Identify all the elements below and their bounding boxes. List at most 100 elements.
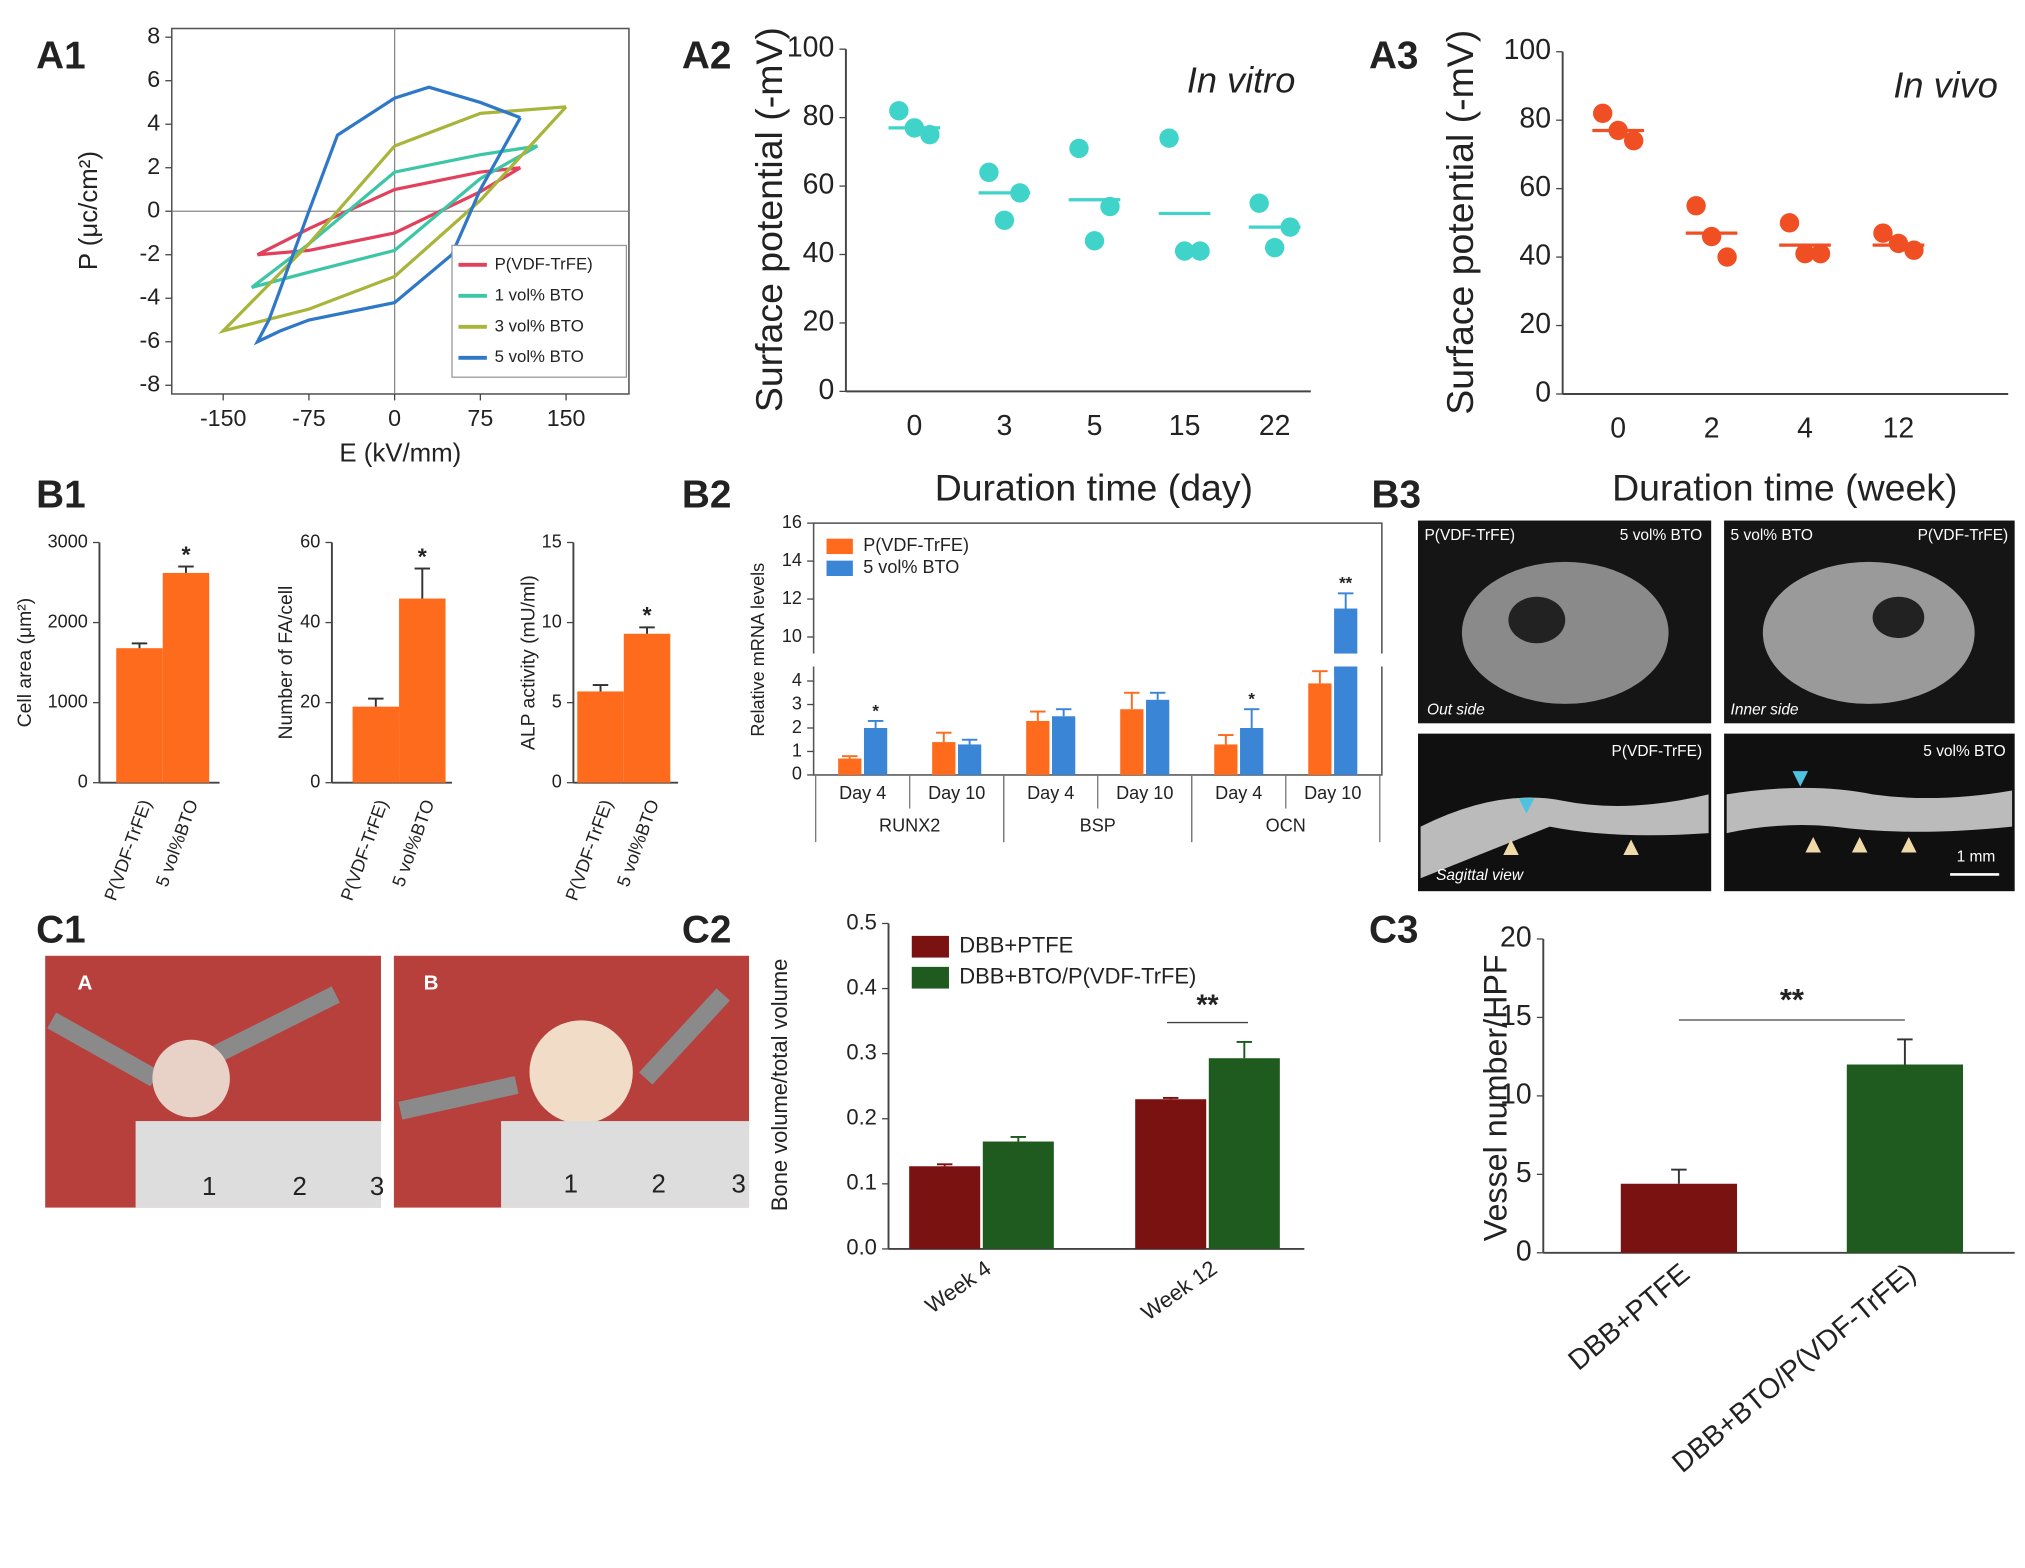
dot xyxy=(1701,226,1722,247)
bar xyxy=(1620,1183,1738,1253)
bar xyxy=(577,691,624,783)
x-tick-label: Day 10 xyxy=(1304,783,1361,803)
dot xyxy=(1159,128,1179,148)
y-tick-label: 0.3 xyxy=(846,1039,877,1064)
significance: * xyxy=(181,541,191,567)
dot xyxy=(1249,193,1269,213)
y-tick-label: 15 xyxy=(1500,1000,1532,1032)
y-tick-label: 14 xyxy=(782,550,802,570)
x-tick-label: 5 xyxy=(1087,410,1103,442)
x-tick-label: 5 vol%BTO xyxy=(388,797,438,889)
y-tick-label: 2000 xyxy=(48,611,88,631)
annotation: In vivo xyxy=(1893,64,1998,105)
y-tick-label: 20 xyxy=(1519,308,1551,340)
ruler-number: 2 xyxy=(292,1173,306,1201)
significance: * xyxy=(872,701,879,720)
bar xyxy=(1052,716,1076,775)
y-tick-label: 1000 xyxy=(48,691,88,711)
y-tick-label: 6 xyxy=(147,66,160,92)
loop-line xyxy=(217,105,568,334)
bar xyxy=(863,727,888,775)
bar xyxy=(162,572,210,783)
legend-label: 5 vol% BTO xyxy=(495,347,584,366)
y-tick-label: 0 xyxy=(310,771,320,791)
bar xyxy=(116,648,163,783)
image-label: 5 vol% BTO xyxy=(1620,527,1702,544)
bar xyxy=(1240,727,1264,775)
dot xyxy=(1686,196,1706,216)
significance: ** xyxy=(1339,574,1353,593)
group-label: OCN xyxy=(1266,815,1306,835)
legend-swatch xyxy=(826,560,853,577)
y-axis-label: Surface potential (-mV) xyxy=(748,27,790,412)
image-label: Inner side xyxy=(1731,701,1799,718)
dot xyxy=(1100,196,1120,217)
dot xyxy=(1084,231,1105,251)
dot xyxy=(1779,213,1800,233)
y-tick-label: 0 xyxy=(1535,376,1551,408)
bar xyxy=(1026,720,1050,775)
legend-label: P(VDF-TrFE) xyxy=(863,535,969,555)
y-tick-label: 0.0 xyxy=(846,1235,877,1260)
ct-shape xyxy=(1461,561,1669,704)
ruler-number: 2 xyxy=(651,1170,665,1198)
legend-label: DBB+PTFE xyxy=(959,933,1073,958)
y-tick-label: 2 xyxy=(147,153,160,179)
x-tick-label: Day 4 xyxy=(1215,783,1262,803)
dot xyxy=(1624,131,1644,151)
x-tick-label: 5 vol%BTO xyxy=(613,797,663,889)
y-tick-label: 5 xyxy=(1516,1157,1532,1189)
y-tick-label: 0 xyxy=(552,771,562,791)
dot xyxy=(1593,103,1613,124)
bar xyxy=(399,598,446,783)
legend-frame xyxy=(451,244,628,378)
y-axis-label: Number of FA/cell xyxy=(275,586,297,740)
y-tick-label: -8 xyxy=(139,370,160,396)
y-tick-label: 0 xyxy=(1516,1235,1532,1267)
y-tick-label: 100 xyxy=(787,32,834,64)
y-tick-label: 12 xyxy=(782,588,802,608)
x-tick-label: 75 xyxy=(467,405,493,431)
bar xyxy=(958,744,982,775)
ruler-number: 1 xyxy=(202,1173,216,1201)
group-label: BSP xyxy=(1080,815,1116,835)
y-tick-label: 0.2 xyxy=(846,1105,877,1130)
panel-label: C2 xyxy=(682,909,732,952)
y-tick-label: 40 xyxy=(1519,240,1551,272)
panel-label: B2 xyxy=(682,474,732,517)
dot xyxy=(920,125,940,145)
bar xyxy=(1146,699,1170,775)
y-tick-label: 100 xyxy=(1504,34,1551,66)
axis-break xyxy=(803,653,1393,667)
legend-swatch xyxy=(826,538,853,555)
photo-label: B xyxy=(424,972,439,995)
x-tick-label: -150 xyxy=(200,405,247,431)
ruler-number: 1 xyxy=(564,1170,578,1198)
forceps xyxy=(398,988,730,1120)
b3-images: P(VDF-TrFE) 5 vol% BTO Out side 5 vol% B… xyxy=(1418,520,2015,892)
y-tick-label: 4 xyxy=(792,670,802,690)
legend-label: P(VDF-TrFE) xyxy=(495,254,593,273)
bar xyxy=(982,1141,1054,1249)
implant xyxy=(529,1020,633,1124)
image-label: 1 mm xyxy=(1957,849,1996,866)
panel-label: A1 xyxy=(36,34,86,77)
image-label: 5 vol% BTO xyxy=(1923,743,2005,760)
y-axis-label: Surface potential (-mV) xyxy=(1439,30,1481,415)
y-tick-label: 20 xyxy=(803,305,835,337)
ct-shape xyxy=(1872,596,1925,639)
x-tick-label: 12 xyxy=(1883,413,1915,445)
y-tick-label: -2 xyxy=(139,240,160,266)
bar xyxy=(932,742,956,775)
y-tick-label: 60 xyxy=(803,169,835,201)
bar xyxy=(623,633,671,783)
y-tick-label: 15 xyxy=(542,531,562,551)
bar xyxy=(1120,709,1144,775)
panel-label: C1 xyxy=(36,909,86,952)
panel-label: B1 xyxy=(36,474,86,517)
y-tick-label: 0 xyxy=(78,771,88,791)
arrowhead xyxy=(1901,836,1917,853)
implant xyxy=(152,1039,230,1118)
y-tick-label: 80 xyxy=(1519,103,1551,135)
arrowhead xyxy=(1792,771,1809,787)
